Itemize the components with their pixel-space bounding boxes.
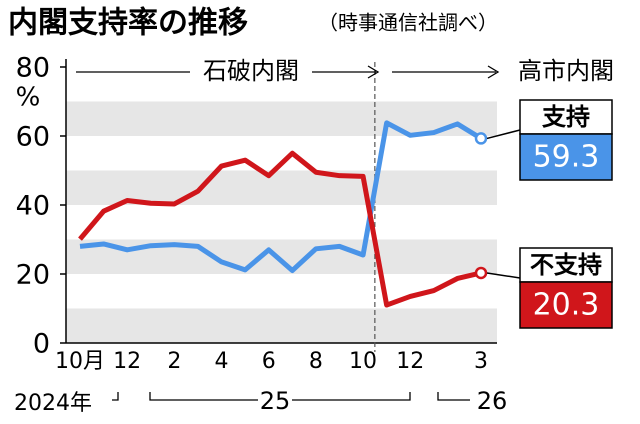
value-label: 20.3	[533, 288, 600, 323]
year-bracket	[149, 392, 411, 401]
arrow-head	[487, 65, 500, 79]
legend-box	[519, 99, 613, 135]
legend-box	[519, 247, 613, 283]
y-tick-label: 60	[16, 122, 50, 153]
value-label: 59.3	[533, 140, 600, 175]
y-unit: %	[16, 83, 41, 113]
y-tick-label: 20	[16, 260, 50, 291]
x-tick-label: 10月	[55, 349, 105, 374]
grid-band	[66, 239, 497, 274]
y-tick-label: 40	[16, 191, 50, 222]
value-box	[519, 281, 613, 329]
year-bracket	[112, 392, 119, 401]
x-tick-label: 3	[474, 349, 488, 374]
x-tick-label: 4	[215, 349, 229, 374]
x-tick-label: 6	[262, 349, 276, 374]
year-bracket	[437, 392, 470, 401]
chart-title: 内閣支持率の推移	[8, 6, 248, 41]
x-tick-label: 8	[309, 349, 323, 374]
year-label: 26	[477, 387, 508, 415]
x-tick-label: 12	[113, 349, 141, 374]
x-tick-label: 10	[349, 349, 377, 374]
last-point	[474, 266, 488, 280]
last-point	[474, 132, 488, 145]
cabinet-label: 高市内閣	[518, 57, 614, 85]
arrow-head	[367, 65, 380, 79]
legend-label: 不支持	[530, 251, 602, 279]
legend-label: 支持	[542, 103, 590, 131]
grid-band	[66, 308, 497, 343]
grid-band	[66, 101, 497, 136]
x-tick-label: 2	[167, 349, 181, 374]
leader-line	[486, 129, 521, 140]
chart-subtitle: （時事通信社調べ）	[318, 11, 498, 35]
x-tick-label: 12	[396, 349, 424, 374]
leader-line	[486, 272, 521, 279]
series-line	[79, 120, 483, 274]
series-line	[78, 150, 482, 308]
year-label: 2024年	[14, 391, 92, 416]
year-label: 25	[260, 387, 291, 415]
cabinet-label: 石破内閣	[203, 57, 299, 85]
y-tick-label: 80	[16, 53, 50, 84]
value-box	[519, 133, 613, 181]
y-tick-label: 0	[33, 329, 50, 360]
